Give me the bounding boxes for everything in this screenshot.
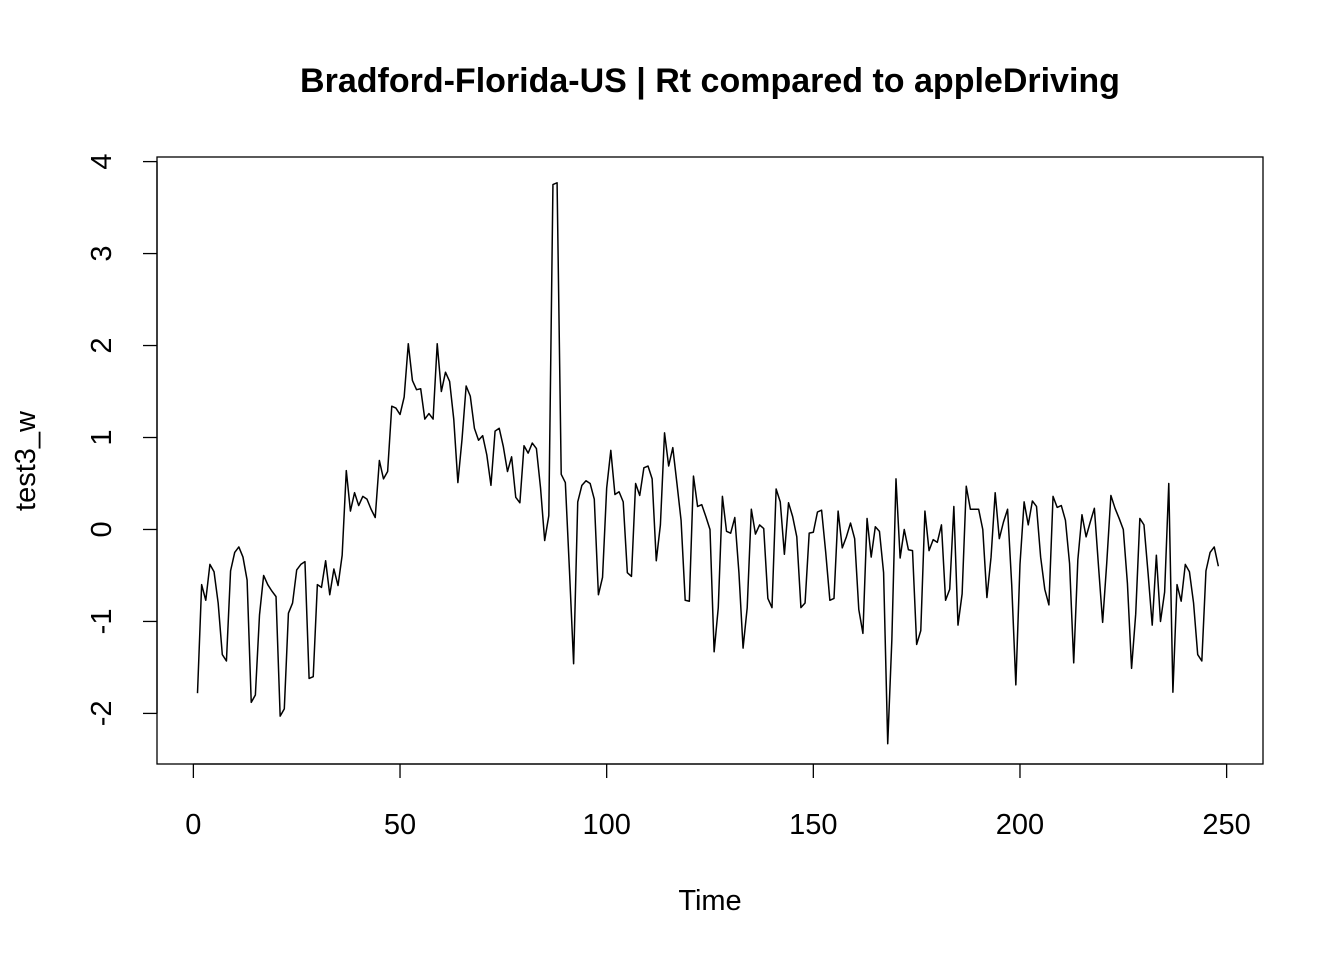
y-axis-label: test3_w (10, 410, 42, 511)
y-tick-label: -1 (86, 609, 118, 635)
y-tick-label: 1 (86, 429, 118, 445)
chart-title: Bradford-Florida-US | Rt compared to app… (300, 62, 1120, 100)
x-tick-label: 50 (384, 809, 416, 841)
y-tick-label: -2 (86, 701, 118, 727)
x-tick-label: 100 (582, 809, 630, 841)
plot-frame (156, 156, 1264, 765)
x-axis: 0 50 100 150 200 250 (185, 763, 1251, 841)
x-tick-label: 150 (789, 809, 837, 841)
x-tick-label: 200 (996, 809, 1044, 841)
x-axis-label: Time (678, 885, 741, 917)
y-axis: -2 -1 0 1 2 3 4 (86, 154, 158, 727)
y-tick-label: 2 (86, 337, 118, 353)
x-tick-label: 250 (1202, 809, 1250, 841)
y-tick-label: 3 (86, 245, 118, 261)
series-line (196, 182, 1220, 745)
x-tick-label: 0 (185, 809, 201, 841)
y-tick-label: 0 (86, 521, 118, 537)
y-tick-label: 4 (86, 154, 118, 170)
